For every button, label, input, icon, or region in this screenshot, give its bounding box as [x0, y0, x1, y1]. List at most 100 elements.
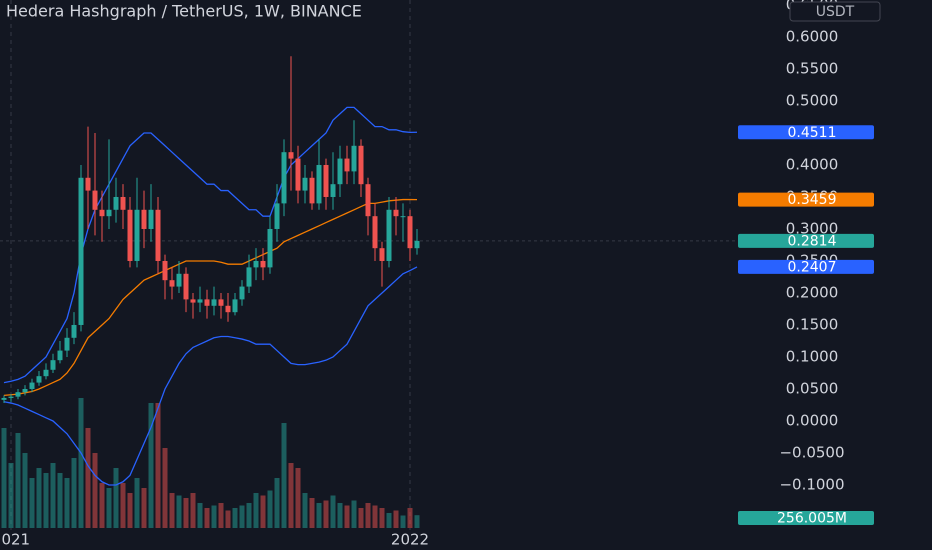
candle-body — [43, 369, 49, 377]
band-line — [3, 106, 418, 384]
x-tick-label: 2021 — [0, 531, 30, 549]
candle-body — [344, 158, 350, 172]
volume-bar — [344, 505, 350, 528]
candle-body — [64, 337, 70, 351]
volume-bar — [232, 508, 238, 528]
volume-bar — [92, 453, 98, 528]
candle-body — [190, 299, 196, 303]
price-badge-label: 0.3459 — [788, 192, 837, 208]
y-tick-label: −0.1000 — [779, 475, 844, 493]
candle-body — [99, 209, 105, 217]
candle-body — [400, 216, 406, 218]
volume-bar — [260, 495, 266, 528]
candle-body — [92, 190, 98, 210]
volume-bar — [29, 478, 35, 528]
volume-bar — [197, 503, 203, 528]
volume-bar — [358, 508, 364, 528]
volume-bar — [148, 403, 154, 528]
y-tick-label: 0.5000 — [786, 91, 839, 109]
price-badge — [738, 125, 874, 140]
candle-body — [169, 280, 175, 287]
volume-bar — [50, 463, 56, 528]
candle-body — [106, 209, 112, 217]
volume-bar — [134, 478, 140, 528]
volume-bar — [127, 493, 133, 528]
candle-body — [50, 360, 56, 370]
candle-body — [148, 209, 154, 229]
volume-bar — [246, 503, 252, 528]
y-tick-label: 0.3000 — [786, 219, 839, 237]
candle-body — [253, 260, 259, 268]
volume-bar — [400, 515, 406, 528]
candle-body — [218, 299, 224, 306]
candle-body — [393, 209, 399, 217]
candle-body — [232, 299, 238, 313]
candle-body — [204, 299, 210, 306]
price-badge-label: 256.005M — [777, 511, 847, 527]
candle-body — [211, 299, 217, 306]
y-tick-label: 0.1000 — [786, 347, 839, 365]
candle-body — [337, 158, 343, 185]
y-tick-label: 0.0500 — [786, 379, 839, 397]
candle-body — [183, 273, 189, 300]
volume-bar — [281, 423, 287, 528]
candle-body — [57, 350, 63, 361]
candle-body — [302, 177, 308, 191]
volume-bar — [43, 473, 49, 528]
volume-bar — [176, 495, 182, 528]
volume-bar — [22, 453, 28, 528]
candle-body — [134, 209, 140, 261]
candle-body — [197, 299, 203, 303]
volume-bar — [99, 483, 105, 528]
y-tick-label: −0.0500 — [779, 443, 844, 461]
candle-body — [316, 164, 322, 204]
volume-bar — [57, 473, 63, 528]
candle-body — [365, 184, 371, 217]
volume-bar — [274, 478, 280, 528]
candle-body — [358, 145, 364, 185]
band-line — [3, 198, 418, 397]
candle-body — [379, 248, 385, 261]
currency-box — [789, 1, 881, 22]
volume-bar — [85, 428, 91, 528]
candle-body — [351, 145, 357, 172]
volume-bar — [204, 508, 210, 528]
chart-title: Hedera Hashgraph / TetherUS, 1W, BINANCE — [6, 2, 362, 21]
volume-bar — [113, 468, 119, 528]
candle-body — [15, 392, 21, 397]
candle-body — [386, 209, 392, 261]
volume-bar — [225, 510, 231, 528]
candle-body — [8, 396, 14, 398]
y-tick-label: 0.1500 — [786, 315, 839, 333]
volume-bar — [302, 493, 308, 528]
candle-body — [71, 324, 77, 338]
candle-body — [1, 397, 7, 400]
volume-bar — [316, 503, 322, 528]
volume-bar — [190, 493, 196, 528]
price-badge — [738, 192, 874, 207]
currency-label: USDT — [816, 4, 855, 20]
volume-bar — [106, 488, 112, 528]
volume-bar — [169, 493, 175, 528]
volume-bar — [386, 513, 392, 528]
candle-body — [85, 177, 91, 191]
candle-body — [309, 177, 315, 204]
price-badge — [738, 259, 874, 274]
volume-bar — [372, 505, 378, 528]
volume-bar — [162, 448, 168, 528]
candle-body — [36, 376, 42, 383]
candle-body — [281, 152, 287, 204]
volume-bar — [330, 495, 336, 528]
volume-bar — [351, 500, 357, 528]
candle-body — [288, 152, 294, 159]
candle-body — [78, 177, 84, 325]
x-tick-label: 2022 — [391, 531, 429, 549]
candle-body — [239, 286, 245, 300]
volume-bar — [393, 510, 399, 528]
volume-bar — [211, 505, 217, 528]
volume-bar — [239, 505, 245, 528]
candle-body — [22, 388, 28, 393]
candle-body — [29, 382, 35, 389]
